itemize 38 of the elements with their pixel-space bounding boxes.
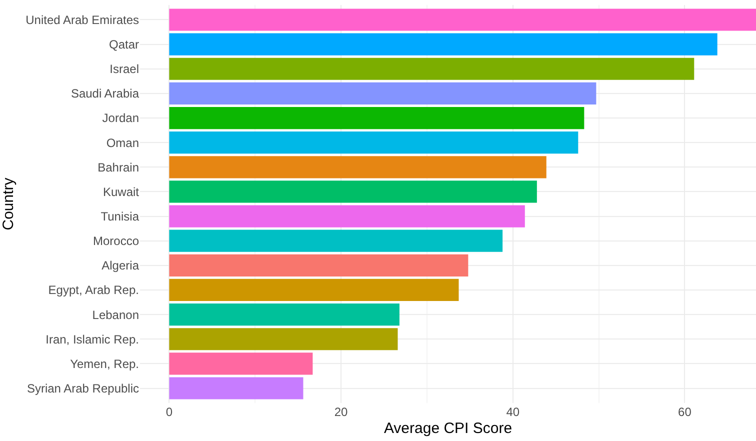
bar — [169, 304, 400, 326]
bar — [169, 156, 546, 178]
y-tick-label: Jordan — [102, 111, 139, 126]
y-tick-label: Tunisia — [100, 209, 140, 224]
y-tick-label: Saudi Arabia — [70, 86, 140, 101]
bar — [169, 205, 525, 228]
y-tick-label: Oman — [106, 136, 139, 150]
x-tick-label: 0 — [166, 405, 173, 419]
y-tick-label: Morocco — [92, 234, 140, 248]
bar — [169, 230, 503, 252]
y-tick-label: Israel — [110, 62, 139, 76]
x-tick-label: 20 — [334, 405, 348, 419]
y-axis-title: Country — [0, 177, 17, 230]
x-tick-label: 40 — [506, 405, 520, 419]
y-tick-label: Algeria — [102, 258, 140, 273]
bar — [169, 180, 537, 203]
bar — [169, 106, 584, 130]
y-tick-label: Qatar — [108, 38, 139, 52]
bar — [169, 254, 468, 276]
bar — [169, 352, 313, 375]
y-tick-label: Bahrain — [98, 160, 139, 174]
y-tick-label: Kuwait — [102, 184, 140, 199]
bar — [169, 377, 304, 400]
bar — [169, 82, 596, 104]
bar — [169, 8, 756, 31]
y-tick-label: Yemen, Rep. — [70, 356, 139, 371]
bar — [169, 58, 694, 80]
y-tick-label: Egypt, Arab Rep. — [48, 283, 139, 298]
y-tick-label: United Arab Emirates — [26, 12, 139, 27]
bar — [169, 328, 398, 350]
y-tick-label: Lebanon — [92, 308, 139, 322]
x-tick-label: 60 — [678, 405, 692, 419]
y-tick-label: Iran, Islamic Rep. — [46, 332, 139, 346]
bar — [169, 132, 578, 154]
bar — [169, 278, 459, 302]
bar — [169, 33, 718, 56]
x-axis-title: Average CPI Score — [384, 420, 512, 437]
y-tick-label: Syrian Arab Republic — [26, 381, 139, 396]
